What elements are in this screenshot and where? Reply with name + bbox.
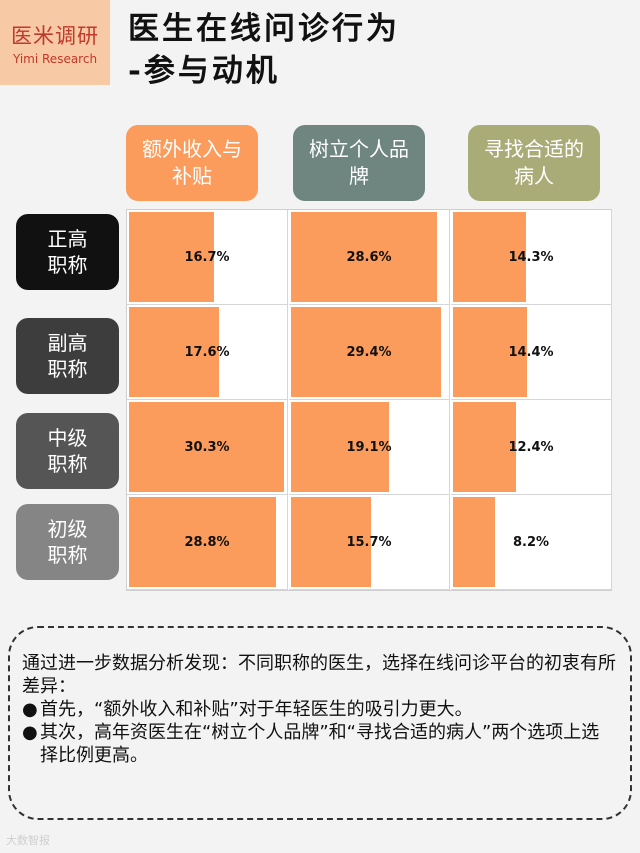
column-header-label: 额外收入与补贴	[142, 137, 242, 188]
grid-cell: 8.2%	[451, 495, 612, 590]
value-label: 12.4%	[508, 439, 554, 455]
value-label: 19.1%	[346, 439, 392, 455]
brand-logo: 医米调研 Yimi Research	[0, 0, 110, 85]
value-bar	[291, 402, 389, 492]
value-bar	[291, 497, 371, 587]
value-label: 28.8%	[184, 534, 230, 550]
grid-cell: 17.6%	[127, 305, 288, 400]
brand-name-en: Yimi Research	[12, 52, 98, 66]
grid-cell: 19.1%	[289, 400, 450, 495]
column-header-brand: 树立个人品牌	[293, 125, 425, 201]
grid-cell: 15.7%	[289, 495, 450, 590]
row-header-label: 正高职称	[47, 227, 88, 277]
grid-cell: 14.4%	[451, 305, 612, 400]
column-header-income: 额外收入与补贴	[126, 125, 258, 201]
brand-name-cn: 医米调研	[11, 24, 99, 48]
title-line-1: 医生在线问诊行为	[128, 11, 400, 47]
findings-note: 通过进一步数据分析发现：不同职称的医生，选择在线问诊平台的初衷有所差异： ● 首…	[8, 626, 632, 820]
note-intro: 通过进一步数据分析发现：不同职称的医生，选择在线问诊平台的初衷有所差异：	[22, 653, 616, 697]
column-header-patients: 寻找合适的病人	[468, 125, 600, 201]
row-header-label: 副高职称	[47, 331, 88, 381]
grid-cell: 30.3%	[127, 400, 288, 495]
row-header-label: 初级职称	[47, 517, 88, 567]
watermark: 大数智报	[6, 834, 50, 847]
page-title: 医生在线问诊行为 -参与动机	[128, 8, 400, 92]
bullet-icon: ●	[22, 699, 38, 720]
row-header-associate-senior: 副高职称	[16, 318, 119, 394]
value-label: 14.4%	[508, 344, 554, 360]
grid-cell: 16.7%	[127, 210, 288, 305]
value-bar	[129, 212, 214, 302]
value-label: 28.6%	[346, 249, 392, 265]
value-bar	[453, 307, 527, 397]
value-label: 29.4%	[346, 344, 392, 360]
row-header-label: 中级职称	[47, 426, 88, 476]
note-bullet: ● 首先，“额外收入和补贴”对于年轻医生的吸引力更大。	[22, 698, 616, 721]
value-bar	[129, 497, 276, 587]
note-bullet-text: 其次，高年资医生在“树立个人品牌”和“寻找合适的病人”两个选项上选择比例更高。	[40, 722, 600, 766]
value-label: 17.6%	[184, 344, 230, 360]
title-line-2: -参与动机	[128, 53, 280, 89]
value-bar	[291, 307, 441, 397]
value-bar	[129, 402, 284, 492]
column-header-label: 树立个人品牌	[309, 137, 409, 188]
row-header-junior: 初级职称	[16, 504, 119, 580]
grid-cell: 29.4%	[289, 305, 450, 400]
value-bar	[129, 307, 219, 397]
bullet-icon: ●	[22, 722, 38, 743]
grid-cell: 12.4%	[451, 400, 612, 495]
note-bullet: ● 其次，高年资医生在“树立个人品牌”和“寻找合适的病人”两个选项上选择比例更高…	[22, 721, 616, 767]
grid-cell: 28.8%	[127, 495, 288, 590]
value-label: 30.3%	[184, 439, 230, 455]
grid-cell: 28.6%	[289, 210, 450, 305]
value-label: 16.7%	[184, 249, 230, 265]
value-label: 8.2%	[512, 534, 550, 550]
value-bar	[453, 497, 495, 587]
value-label: 14.3%	[508, 249, 554, 265]
percentage-grid: 16.7% 28.6% 14.3% 17.6% 29.4% 14.4% 30.3% 19.1%…	[126, 209, 612, 591]
row-header-senior: 正高职称	[16, 214, 119, 290]
column-header-label: 寻找合适的病人	[484, 137, 584, 188]
value-bar	[453, 212, 526, 302]
grid-cell: 14.3%	[451, 210, 612, 305]
value-bar	[453, 402, 516, 492]
note-bullet-text: 首先，“额外收入和补贴”对于年轻医生的吸引力更大。	[40, 699, 473, 720]
value-label: 15.7%	[346, 534, 392, 550]
value-bar	[291, 212, 437, 302]
row-header-intermediate: 中级职称	[16, 413, 119, 489]
